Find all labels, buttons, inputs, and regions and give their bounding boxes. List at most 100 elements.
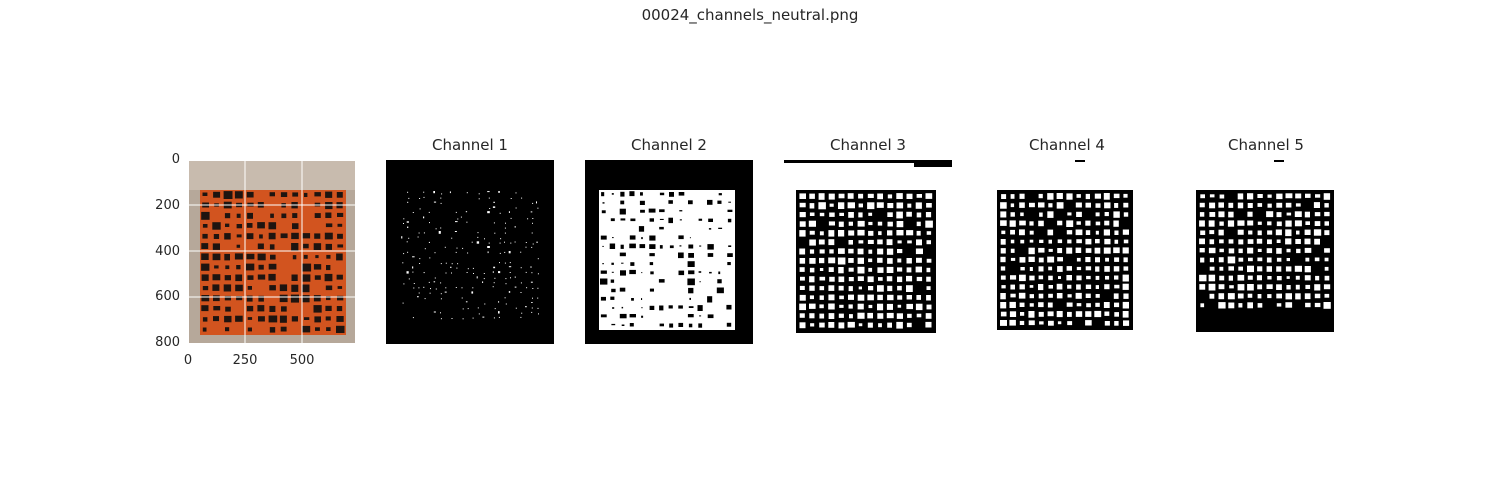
fleck [500, 238, 502, 240]
hole [688, 287, 694, 294]
hole [610, 218, 615, 222]
cell [1324, 203, 1329, 208]
weave-hole [224, 213, 231, 219]
cell [1010, 203, 1015, 208]
cell [1047, 256, 1055, 263]
hole [708, 228, 712, 230]
fleck [445, 287, 447, 289]
y-tick-0: 0 [171, 152, 180, 167]
cell [886, 303, 893, 310]
cell [1227, 293, 1235, 300]
cell [867, 202, 875, 210]
cell [848, 240, 853, 245]
original-image-panel [188, 160, 356, 344]
cell [1247, 239, 1254, 244]
hole [641, 307, 643, 309]
hole [629, 269, 636, 275]
hole [688, 244, 694, 249]
weave-hole [336, 325, 345, 333]
weave-hole [213, 306, 221, 311]
cell [809, 313, 815, 319]
cell [1039, 321, 1044, 325]
cell [1085, 202, 1091, 208]
hole [678, 192, 685, 196]
cell [1227, 220, 1235, 227]
weave-hole [202, 327, 207, 332]
cell [1237, 202, 1244, 209]
weave-hole [213, 316, 219, 322]
fleck [483, 278, 485, 280]
fleck [537, 297, 539, 299]
fleck [440, 202, 442, 204]
fleck [499, 242, 501, 244]
cell [1123, 239, 1129, 244]
cell [897, 276, 903, 283]
cell [877, 193, 883, 200]
cell [1000, 266, 1006, 271]
hole [726, 304, 732, 310]
hole [659, 226, 664, 230]
hole [697, 305, 703, 311]
weave-hole [212, 222, 221, 230]
cell [848, 267, 854, 272]
cell [1029, 285, 1034, 288]
cell [809, 267, 815, 273]
fleck [492, 286, 494, 288]
weave-hole [235, 315, 243, 322]
cell [876, 202, 884, 208]
cell [1038, 193, 1043, 199]
cell [1114, 275, 1119, 280]
cell [1228, 275, 1233, 281]
weave-hole [325, 191, 333, 198]
weave-hole [202, 224, 208, 228]
cell [809, 295, 814, 300]
cell [1076, 239, 1082, 244]
hole [698, 271, 702, 273]
cell [1048, 203, 1053, 208]
cell [1275, 229, 1282, 236]
original-image [188, 160, 356, 344]
cell [1247, 293, 1253, 298]
cell [799, 221, 806, 227]
cell [828, 322, 835, 328]
cell [1315, 275, 1320, 281]
hole [629, 191, 635, 197]
cell [1075, 202, 1082, 208]
cell [1324, 248, 1330, 253]
hole [727, 262, 731, 266]
cell [1285, 220, 1292, 227]
fleck [418, 287, 420, 289]
cell [1047, 302, 1053, 308]
cell [1314, 293, 1321, 299]
cell [799, 267, 805, 272]
cell [848, 230, 855, 236]
cell [799, 294, 806, 301]
fleck [412, 266, 414, 269]
cell [1199, 202, 1205, 208]
cell [915, 202, 922, 209]
cell [915, 266, 922, 273]
cell [897, 249, 903, 254]
cell [1057, 220, 1063, 226]
cell [1228, 248, 1235, 254]
cell [1276, 266, 1282, 272]
hole [709, 271, 712, 274]
cell [1009, 301, 1016, 308]
cell [1219, 194, 1225, 199]
weave-hole [280, 326, 287, 332]
cell [839, 295, 844, 300]
cell [1219, 275, 1225, 281]
cell [1057, 239, 1063, 244]
cell [915, 303, 923, 311]
fleck [514, 241, 516, 243]
cell [1076, 211, 1082, 217]
cell [1067, 284, 1072, 289]
cell [1237, 293, 1244, 299]
cell [906, 267, 912, 273]
cell [1314, 221, 1321, 226]
fleck [532, 202, 534, 204]
weave-hole [326, 254, 331, 259]
cell [1039, 239, 1044, 243]
cell [1029, 202, 1035, 208]
weave-hole [202, 192, 208, 196]
